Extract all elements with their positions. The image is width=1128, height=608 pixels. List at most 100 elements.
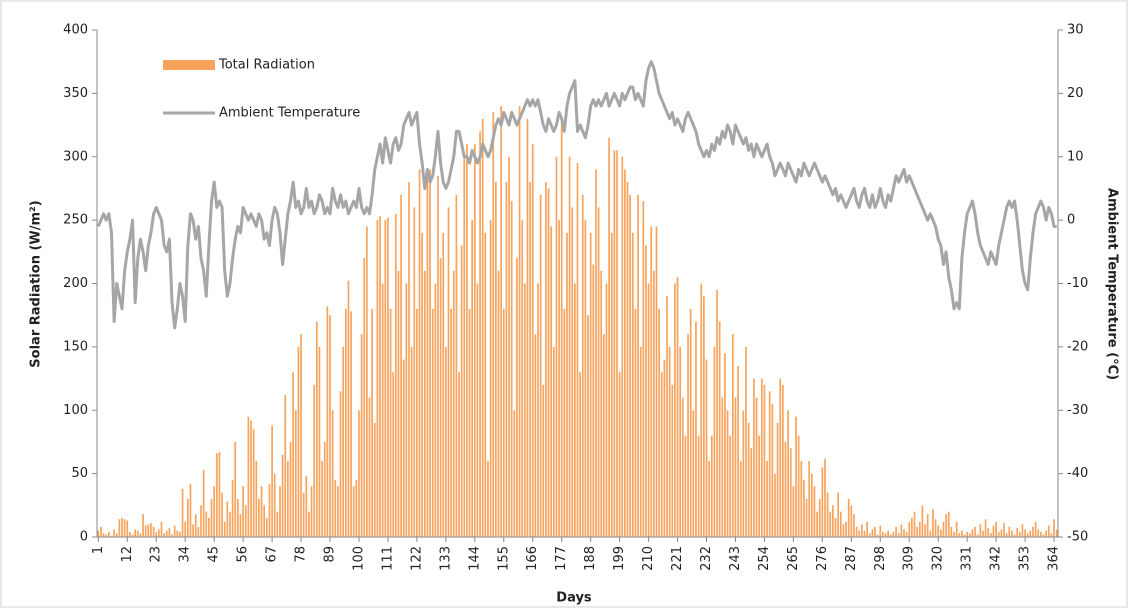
y2-tick-label: -30: [1067, 403, 1088, 418]
x-tick-label: 166: [525, 546, 540, 571]
bar: [708, 460, 710, 537]
bar: [284, 395, 287, 537]
bar: [513, 410, 516, 537]
bar: [703, 296, 705, 537]
bar: [982, 530, 984, 537]
bar: [163, 533, 165, 537]
bar: [144, 525, 147, 537]
x-tick-label: 188: [583, 546, 598, 571]
bar: [584, 220, 587, 537]
bar: [445, 346, 447, 537]
bar: [1021, 524, 1024, 537]
bar: [787, 410, 789, 537]
bar: [874, 526, 876, 537]
temperature-line: [96, 60, 1057, 330]
bar: [202, 469, 205, 537]
bar: [792, 486, 795, 537]
bar: [929, 530, 932, 537]
bar: [911, 517, 913, 537]
bar: [294, 410, 297, 537]
bar: [847, 498, 850, 537]
bar: [350, 311, 352, 537]
bar: [339, 391, 342, 537]
bar: [610, 232, 613, 538]
bar: [581, 194, 584, 537]
bar: [460, 245, 463, 537]
bar: [789, 448, 792, 537]
bar: [355, 479, 358, 537]
bar: [437, 175, 439, 537]
x-tick-label: 243: [728, 546, 743, 571]
y-tick-label: 0: [80, 530, 88, 545]
bar: [895, 526, 897, 537]
x-tick-label: 56: [236, 546, 251, 563]
bar: [655, 226, 658, 537]
bar: [818, 498, 821, 537]
bar: [774, 473, 776, 537]
bar: [471, 220, 474, 537]
bar: [700, 283, 703, 537]
bar: [753, 378, 755, 537]
bar: [234, 441, 237, 537]
bar: [921, 505, 924, 537]
bar: [176, 530, 179, 537]
bar: [110, 535, 113, 537]
bar: [231, 479, 234, 537]
bar: [992, 525, 995, 537]
bar: [229, 511, 231, 537]
bar: [568, 156, 571, 537]
bar: [884, 533, 887, 537]
x-tick-label: 254: [757, 546, 772, 571]
bar: [679, 346, 682, 537]
bar: [102, 533, 105, 537]
bar: [576, 163, 579, 537]
bar: [658, 308, 660, 537]
y-tick-label: 300: [63, 149, 88, 164]
bar: [518, 106, 521, 538]
bar: [410, 346, 413, 537]
x-tick-label: 265: [786, 546, 801, 571]
bar: [1003, 523, 1005, 537]
bar: [868, 533, 871, 537]
bar: [458, 372, 460, 537]
bar: [692, 410, 695, 537]
bar: [223, 521, 226, 537]
bar: [300, 334, 302, 537]
bar: [400, 194, 402, 537]
bar: [310, 486, 313, 537]
bar: [887, 530, 890, 537]
x-tick-label: 298: [873, 546, 888, 571]
bar: [387, 217, 389, 537]
bar: [1040, 531, 1042, 537]
bar: [337, 486, 339, 537]
bar: [297, 346, 300, 537]
bar: [771, 403, 774, 537]
bar: [352, 486, 355, 537]
bar: [900, 524, 903, 537]
bar: [939, 529, 942, 537]
x-tick-label: 34: [178, 546, 193, 563]
bar: [376, 220, 379, 537]
bar: [892, 531, 895, 537]
bar: [321, 460, 323, 537]
bar: [542, 384, 545, 537]
bar: [389, 308, 392, 537]
bar: [932, 509, 934, 537]
bar: [605, 283, 608, 537]
bar: [821, 467, 824, 537]
bar: [760, 378, 763, 537]
bar: [155, 531, 158, 537]
bar: [379, 216, 381, 537]
bar: [115, 533, 118, 537]
bar: [484, 232, 487, 538]
bar: [334, 479, 337, 537]
bar: [839, 511, 842, 537]
y2-tick-label: 10: [1067, 149, 1084, 164]
x-tick-label: 45: [207, 546, 222, 563]
bar: [179, 531, 181, 537]
bar: [552, 346, 555, 537]
bar: [945, 514, 947, 537]
bar: [934, 519, 937, 537]
x-tick-label: 309: [902, 546, 917, 571]
x-tick-label: 133: [438, 546, 453, 571]
